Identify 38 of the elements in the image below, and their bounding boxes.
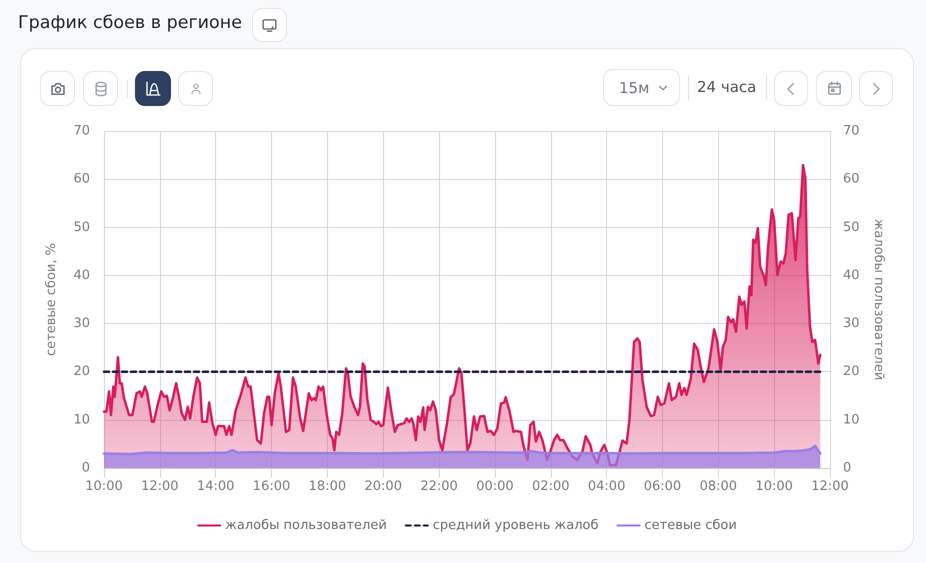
y2-tick-label: 70 xyxy=(843,124,860,138)
y-tick-label: 60 xyxy=(73,172,90,187)
x-tick-label: 18:00 xyxy=(308,479,346,494)
y-tick-label: 10 xyxy=(73,412,90,428)
y2-tick-label: 60 xyxy=(843,172,860,187)
y-tick-label: 40 xyxy=(73,268,90,283)
y-tick-label: 20 xyxy=(73,364,90,380)
y2-tick-label: 10 xyxy=(843,412,860,428)
y-tick-label: 70 xyxy=(73,124,90,138)
x-tick-label: 04:00 xyxy=(588,479,626,494)
x-tick-label: 02:00 xyxy=(532,479,570,494)
y-tick-label: 0 xyxy=(82,460,90,476)
x-tick-label: 00:00 xyxy=(476,479,514,494)
y2-tick-label: 40 xyxy=(843,268,860,283)
y-axis-title: сетевые сбои, % xyxy=(44,243,59,356)
legend-label: сетевые сбои xyxy=(644,518,737,533)
y-tick-label: 30 xyxy=(73,316,90,332)
x-tick-label: 10:00 xyxy=(85,479,123,494)
x-tick-label: 12:00 xyxy=(141,479,179,494)
x-tick-label: 22:00 xyxy=(420,479,458,494)
y2-tick-label: 50 xyxy=(843,220,860,235)
x-tick-label: 14:00 xyxy=(196,479,234,494)
y-tick-label: 50 xyxy=(73,220,90,235)
x-tick-label: 10:00 xyxy=(755,479,793,494)
text: 24 часа xyxy=(697,78,756,96)
dropdown: 15м xyxy=(603,69,680,106)
y2-axis-title: жалобы пользователей xyxy=(871,218,886,380)
y2-tick-label: 30 xyxy=(843,316,860,332)
x-tick-label: 16:00 xyxy=(252,479,290,494)
legend-label: средний уровень жалоб xyxy=(432,518,598,533)
x-tick-label: 08:00 xyxy=(700,479,738,494)
x-tick-label: 12:00 xyxy=(811,479,849,494)
chart-title: График сбоев в регионе xyxy=(18,13,242,33)
y2-tick-label: 20 xyxy=(843,364,860,380)
legend-label: жалобы пользователей xyxy=(225,518,387,533)
y2-tick-label: 0 xyxy=(843,460,852,476)
x-tick-label: 20:00 xyxy=(364,479,402,494)
x-tick-label: 06:00 xyxy=(644,479,682,494)
